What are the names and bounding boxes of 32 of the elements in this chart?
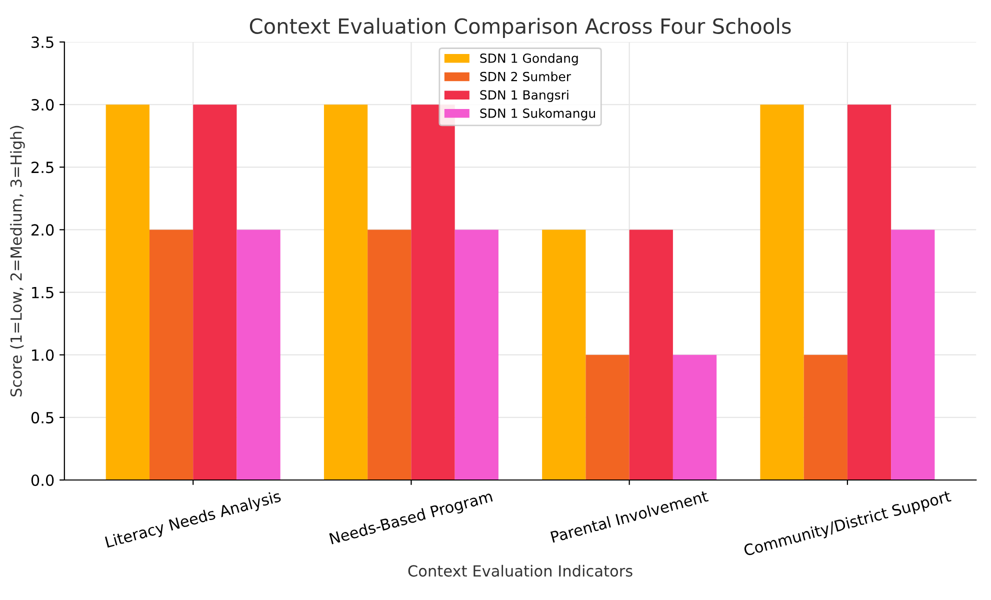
bar bbox=[542, 230, 586, 480]
y-tick-label: 1.0 bbox=[32, 349, 54, 361]
bar bbox=[324, 104, 368, 480]
bar bbox=[236, 230, 280, 480]
bar bbox=[672, 354, 717, 480]
y-tick-label: 3.0 bbox=[32, 99, 54, 111]
y-tick-label: 2.5 bbox=[32, 162, 54, 174]
legend-label: SDN 2 Sumber bbox=[480, 72, 572, 82]
bar bbox=[847, 104, 892, 480]
y-tick-label: 1.5 bbox=[32, 286, 54, 298]
y-tick-label: 0.5 bbox=[31, 412, 54, 424]
bar bbox=[804, 354, 848, 480]
x-tick-label: Literacy Needs Analysis bbox=[104, 490, 282, 551]
y-tick-label: 0.0 bbox=[31, 474, 54, 486]
chart-title: Context Evaluation Comparison Across Four Schools bbox=[250, 18, 791, 38]
bar bbox=[760, 104, 804, 480]
y-tick-label: 2.0 bbox=[32, 224, 54, 236]
bar bbox=[411, 104, 455, 480]
bar bbox=[586, 354, 630, 480]
legend-label: SDN 1 Bangsri bbox=[480, 90, 568, 102]
y-tick-label: 3.5 bbox=[32, 36, 54, 48]
y-axis-title: Score (1=Low, 2=Medium, 3=High) bbox=[10, 126, 25, 396]
bar bbox=[149, 230, 194, 480]
bar bbox=[193, 104, 237, 480]
x-axis-title: Context Evaluation Indicators bbox=[408, 564, 632, 577]
legend-label: SDN 1 Gondang bbox=[480, 53, 578, 66]
bar bbox=[891, 230, 935, 480]
legend-label: SDN 1 Sukomangu bbox=[480, 108, 595, 120]
bar bbox=[106, 104, 150, 480]
bar bbox=[368, 230, 412, 480]
bar bbox=[454, 230, 498, 480]
bar bbox=[629, 230, 673, 480]
